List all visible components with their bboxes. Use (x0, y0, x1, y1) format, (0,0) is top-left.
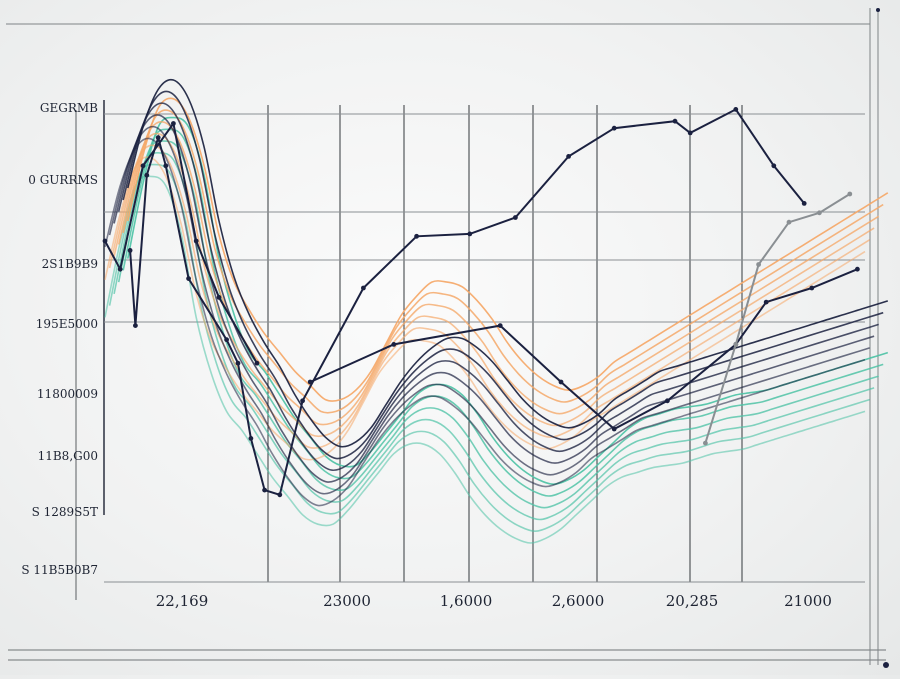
data-point-1-9 (248, 436, 254, 441)
navy-series-line-6 (127, 78, 889, 448)
data-point-1-22 (771, 163, 777, 169)
data-point-4-2 (117, 266, 123, 272)
data-point-1-11 (277, 492, 283, 498)
data-point-4-4 (171, 121, 176, 126)
teal-series-line-1 (104, 175, 866, 544)
data-point-1-16 (513, 215, 518, 220)
data-point-1-4 (155, 135, 161, 141)
navy-series-line-5 (122, 90, 884, 460)
y-tick-label: S 1289S5T (32, 505, 98, 519)
data-point-1-8 (235, 360, 241, 366)
y-tick-label: 11B8,G00 (38, 449, 98, 463)
teal-series-line-5 (122, 128, 884, 497)
y-tick-label: 11800009 (37, 387, 98, 401)
data-point-3-6 (847, 191, 853, 197)
teal-series-line-3 (113, 152, 875, 521)
x-tick-label: 20,285 (666, 592, 719, 610)
x-tick-label: 21000 (784, 592, 832, 610)
y-tick-labels: GEGRMB 0 GURRMS 2S1B9B9 195E5000 11800009 11B… (21, 101, 98, 577)
data-point-3-3 (756, 262, 761, 267)
y-tick-label: S 11B5B0B7 (21, 563, 98, 577)
grid (104, 105, 865, 583)
series-layer (104, 78, 889, 544)
data-point-3-2 (733, 342, 739, 347)
data-point-1-21 (733, 107, 739, 112)
navy-series-line-2 (108, 125, 870, 495)
corner-dot-2 (876, 8, 880, 12)
marker-layer (102, 107, 860, 498)
data-point-1-10 (262, 487, 267, 493)
data-point-4-1 (102, 238, 108, 244)
data-point-3-1 (703, 440, 708, 446)
y-tick-label: GEGRMB (40, 101, 98, 115)
data-point-2-5 (611, 426, 617, 432)
data-point-1-2 (133, 323, 138, 328)
navy-series-line-3 (113, 114, 875, 483)
x-tick-label: 23000 (323, 592, 371, 610)
data-point-1-7 (224, 337, 230, 343)
data-point-4-5 (193, 238, 199, 244)
data-point-3-4 (786, 219, 792, 225)
marker-series-line-3 (704, 193, 851, 444)
data-point-3-5 (817, 210, 822, 216)
x-tick-label: 22,169 (156, 592, 209, 610)
data-point-1-6 (186, 276, 192, 281)
data-point-1-15 (467, 231, 473, 237)
navy-series-line-4 (117, 102, 879, 472)
data-point-1-5 (163, 163, 169, 169)
data-point-2-6 (665, 398, 670, 404)
data-point-1-23 (801, 201, 807, 206)
data-point-1-19 (672, 118, 678, 124)
data-point-1-17 (566, 154, 571, 159)
data-point-2-2 (391, 342, 397, 347)
y-tick-label: 0 GURRMS (28, 173, 98, 187)
y-tick-label: 2S1B9B9 (42, 257, 98, 271)
orange-series-line-5 (122, 109, 884, 414)
data-point-2-9 (809, 285, 815, 291)
data-point-1-1 (127, 248, 133, 253)
data-point-2-1 (307, 379, 313, 385)
navy-series-line-1 (104, 137, 866, 507)
data-point-2-8 (763, 299, 769, 305)
marker-series-line-1 (129, 108, 805, 497)
corner-dot (883, 662, 889, 668)
y-tick-label: 195E5000 (36, 317, 98, 331)
marker-series-line-2 (309, 268, 858, 431)
orange-series-line-1 (104, 156, 866, 461)
teal-series-line-2 (108, 163, 870, 533)
orange-series-line-6 (127, 97, 889, 402)
data-point-4-6 (216, 295, 222, 300)
data-point-4-3 (140, 163, 146, 169)
data-point-1-12 (300, 398, 305, 404)
data-point-2-3 (497, 323, 503, 328)
data-point-1-18 (611, 125, 617, 131)
data-point-1-14 (414, 233, 419, 239)
data-point-1-13 (361, 285, 366, 291)
data-point-1-3 (144, 172, 150, 178)
x-tick-labels: 22,169 23000 1,6000 2,6000 20,285 21000 (156, 592, 832, 610)
data-point-2-10 (855, 266, 860, 272)
data-point-2-4 (558, 379, 564, 385)
x-tick-label: 1,6000 (440, 592, 493, 610)
x-tick-label: 2,6000 (552, 592, 605, 610)
data-point-1-20 (687, 130, 693, 136)
data-point-4-7 (254, 360, 260, 366)
